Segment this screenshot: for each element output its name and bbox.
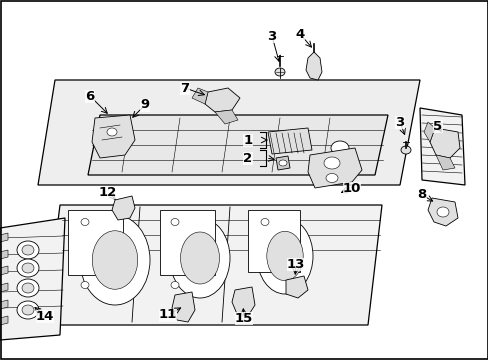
Ellipse shape <box>261 219 268 225</box>
Polygon shape <box>0 233 8 242</box>
Ellipse shape <box>436 207 448 217</box>
Text: 12: 12 <box>99 185 117 198</box>
Text: 7: 7 <box>180 81 189 94</box>
Ellipse shape <box>17 259 39 277</box>
Bar <box>68 210 123 275</box>
Polygon shape <box>0 283 8 292</box>
Ellipse shape <box>274 68 285 76</box>
Polygon shape <box>419 108 464 185</box>
Bar <box>247 210 299 272</box>
Text: 13: 13 <box>286 257 305 270</box>
Ellipse shape <box>330 141 348 155</box>
Polygon shape <box>0 316 8 325</box>
Ellipse shape <box>257 218 312 294</box>
Polygon shape <box>45 205 381 325</box>
Ellipse shape <box>17 241 39 259</box>
Polygon shape <box>267 128 311 154</box>
Polygon shape <box>285 276 307 298</box>
Ellipse shape <box>171 282 179 288</box>
Text: 14: 14 <box>36 310 54 323</box>
Polygon shape <box>0 300 8 309</box>
Ellipse shape <box>17 301 39 319</box>
Polygon shape <box>112 196 135 220</box>
Polygon shape <box>231 287 254 316</box>
Ellipse shape <box>81 282 89 288</box>
Ellipse shape <box>81 219 89 225</box>
Text: 2: 2 <box>243 152 252 165</box>
Polygon shape <box>429 128 459 158</box>
Ellipse shape <box>325 174 337 183</box>
Ellipse shape <box>22 245 34 255</box>
Ellipse shape <box>22 263 34 273</box>
Ellipse shape <box>17 279 39 297</box>
Text: 5: 5 <box>432 120 442 132</box>
Polygon shape <box>38 80 419 185</box>
Polygon shape <box>0 218 65 340</box>
Text: 9: 9 <box>140 99 149 112</box>
Ellipse shape <box>400 146 410 154</box>
Ellipse shape <box>170 218 229 298</box>
Polygon shape <box>0 266 8 275</box>
Polygon shape <box>0 250 8 259</box>
Polygon shape <box>92 115 135 158</box>
Text: 3: 3 <box>267 30 276 42</box>
Ellipse shape <box>180 232 219 284</box>
Polygon shape <box>427 198 457 226</box>
Text: 15: 15 <box>234 311 253 324</box>
Ellipse shape <box>171 219 179 225</box>
Text: 8: 8 <box>417 189 426 202</box>
Polygon shape <box>88 115 387 175</box>
Ellipse shape <box>22 283 34 293</box>
Ellipse shape <box>324 157 339 169</box>
Ellipse shape <box>80 215 150 305</box>
Text: 1: 1 <box>243 134 252 147</box>
Text: 4: 4 <box>295 27 304 40</box>
Ellipse shape <box>92 231 138 289</box>
Text: 11: 11 <box>159 309 177 321</box>
Polygon shape <box>435 155 454 170</box>
Bar <box>160 210 215 275</box>
Polygon shape <box>275 156 289 170</box>
Polygon shape <box>307 148 361 188</box>
Polygon shape <box>423 122 434 142</box>
Ellipse shape <box>22 305 34 315</box>
Polygon shape <box>305 52 321 80</box>
Ellipse shape <box>266 231 303 281</box>
Ellipse shape <box>107 128 117 136</box>
Text: 6: 6 <box>85 90 95 103</box>
Polygon shape <box>204 88 240 112</box>
Polygon shape <box>192 88 207 104</box>
Ellipse shape <box>279 160 286 166</box>
Text: 3: 3 <box>395 116 404 129</box>
Text: 10: 10 <box>342 181 361 194</box>
Polygon shape <box>215 110 238 124</box>
Polygon shape <box>172 292 195 322</box>
